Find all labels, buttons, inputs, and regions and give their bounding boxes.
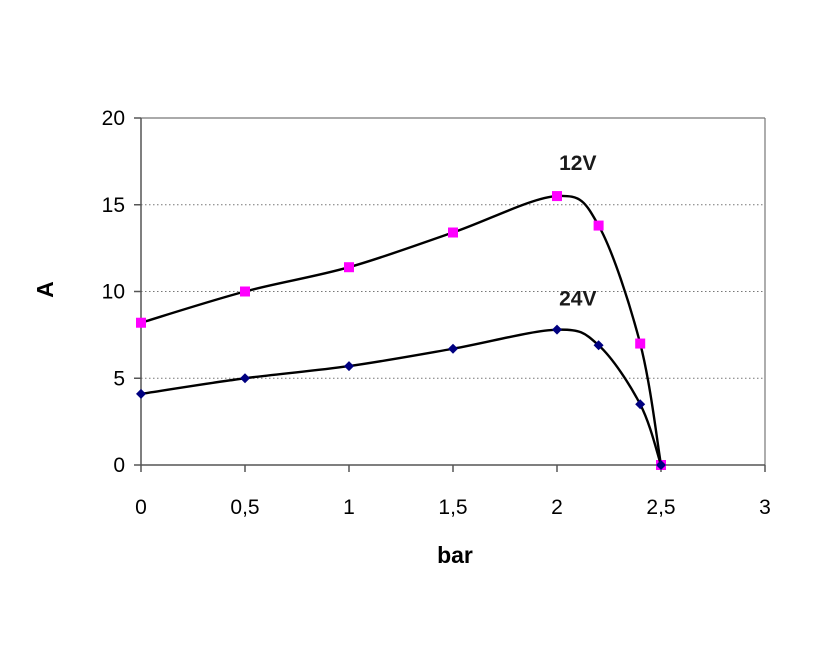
data-point-24V [448, 343, 458, 354]
y-tick-label: 0 [113, 454, 125, 477]
x-tick-label: 2,5 [646, 496, 675, 519]
y-tick-label: 15 [102, 194, 125, 217]
data-point-24V [635, 399, 646, 410]
y-tick-label: 20 [102, 107, 125, 130]
grid [141, 117, 765, 379]
data-point-12V [344, 262, 354, 273]
data-point-24V [136, 388, 146, 399]
series-layer: 12V 24V [136, 152, 666, 470]
x-tick-label: 0,5 [230, 496, 259, 519]
data-point-12V [448, 227, 458, 238]
data-point-24V [593, 340, 604, 351]
data-point-12V [240, 286, 250, 297]
y-tick-label: 5 [113, 367, 125, 390]
x-tick-label: 2 [551, 496, 563, 519]
data-point-24V [240, 373, 250, 384]
x-tick-label: 3 [759, 496, 771, 519]
series-label-12V: 12V [559, 152, 596, 175]
plot-area [141, 117, 766, 465]
data-point-12V [635, 338, 646, 349]
series-line-24V [140, 328, 663, 466]
data-point-12V [593, 220, 604, 231]
data-point-24V [656, 460, 666, 470]
x-tick-label: 1 [343, 496, 355, 519]
x-tick-label: 0 [135, 496, 147, 519]
data-point-24V [552, 324, 562, 335]
y-axis-title: A [32, 281, 58, 298]
y-tick-label: 10 [102, 281, 125, 304]
data-point-12V [552, 191, 562, 202]
series-12V: 12V [136, 152, 666, 470]
ticks: 0 5 10 15 20 0 0,5 1 1,5 2 2,5 3 [102, 107, 771, 519]
series-24V: 24V [136, 287, 666, 470]
series-line-12V [140, 194, 663, 466]
x-axis-title: bar [437, 542, 473, 568]
series-label-24V: 24V [559, 287, 596, 310]
data-point-24V [344, 361, 354, 372]
data-point-12V [136, 317, 146, 328]
x-tick-label: 1,5 [438, 496, 467, 519]
